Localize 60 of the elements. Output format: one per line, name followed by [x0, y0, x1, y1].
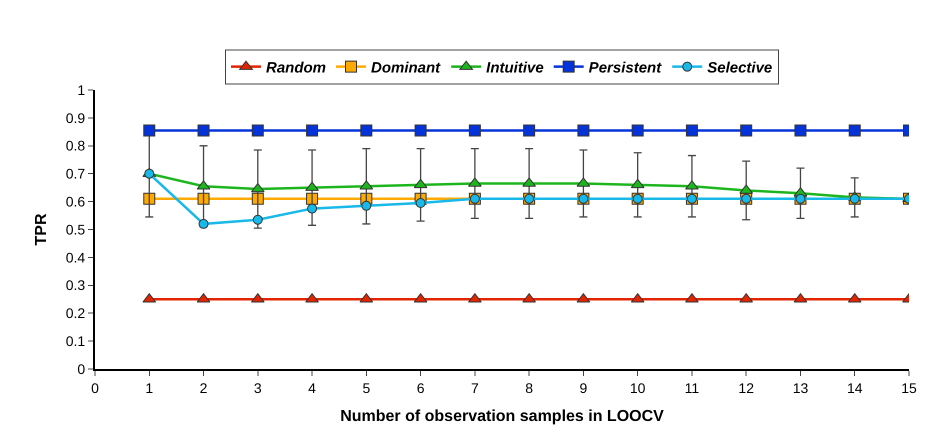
- point: [414, 124, 427, 136]
- y-tick-label: 0.2: [66, 305, 86, 322]
- point: [252, 124, 264, 136]
- y-tick-label: 0.3: [66, 277, 86, 294]
- point: [360, 124, 372, 136]
- point: [523, 124, 536, 136]
- y-tick-label: 0.1: [66, 333, 86, 349]
- point: [740, 124, 752, 136]
- x-tick-label: 4: [308, 380, 316, 396]
- x-tick-label: 13: [792, 380, 808, 396]
- legend-label: Selective: [707, 60, 772, 77]
- y-tick-label: 0.8: [66, 138, 86, 154]
- x-tick-label: 6: [416, 380, 425, 396]
- point: [468, 124, 481, 136]
- point: [522, 177, 536, 187]
- point: [632, 124, 644, 136]
- point: [252, 214, 263, 225]
- x-tick-label: 12: [738, 380, 754, 396]
- y-tick-label: 0.6: [66, 194, 86, 210]
- x-tick-label: 2: [200, 380, 208, 396]
- x-tick-label: 0: [91, 380, 100, 396]
- point: [848, 124, 861, 136]
- point: [307, 204, 318, 214]
- x-tick-label: 8: [525, 380, 534, 396]
- y-tick-label: 0.7: [66, 166, 86, 182]
- y-tick-label: 0.9: [66, 110, 86, 126]
- x-tick-label: 1: [145, 380, 154, 396]
- x-tick-label: 7: [470, 380, 479, 396]
- legend-label: Intuitive: [486, 60, 544, 77]
- y-tick-label: 1: [77, 82, 86, 98]
- y-tick-label: 0.5: [66, 221, 86, 238]
- point: [794, 124, 806, 136]
- x-tick-label: 14: [846, 380, 863, 396]
- legend-label: Persistent: [588, 60, 662, 77]
- x-axis-title: Number of observation samples in LOOCV: [340, 408, 664, 425]
- legend-label: Random: [266, 60, 326, 77]
- point: [577, 124, 590, 136]
- x-tick-label: 10: [630, 380, 646, 396]
- point: [143, 124, 156, 136]
- point: [198, 124, 210, 136]
- x-tick-label: 11: [684, 380, 700, 396]
- point: [416, 198, 426, 208]
- x-tick-label: 5: [362, 380, 370, 396]
- y-axis-title: TPR: [33, 213, 50, 246]
- legend-label: Dominant: [371, 60, 442, 77]
- point: [685, 180, 699, 190]
- y-tick-label: 0: [77, 360, 86, 377]
- y-tick-label: 0.4: [66, 249, 86, 266]
- x-tick-label: 15: [901, 380, 917, 396]
- point: [686, 124, 698, 136]
- point: [468, 177, 482, 187]
- point: [361, 200, 372, 211]
- point: [196, 180, 210, 190]
- point: [306, 124, 318, 136]
- x-tick-label: 3: [254, 380, 262, 396]
- x-tick-label: 9: [580, 380, 588, 396]
- point: [414, 178, 428, 188]
- point: [198, 192, 210, 205]
- point: [576, 177, 590, 187]
- point: [198, 218, 209, 229]
